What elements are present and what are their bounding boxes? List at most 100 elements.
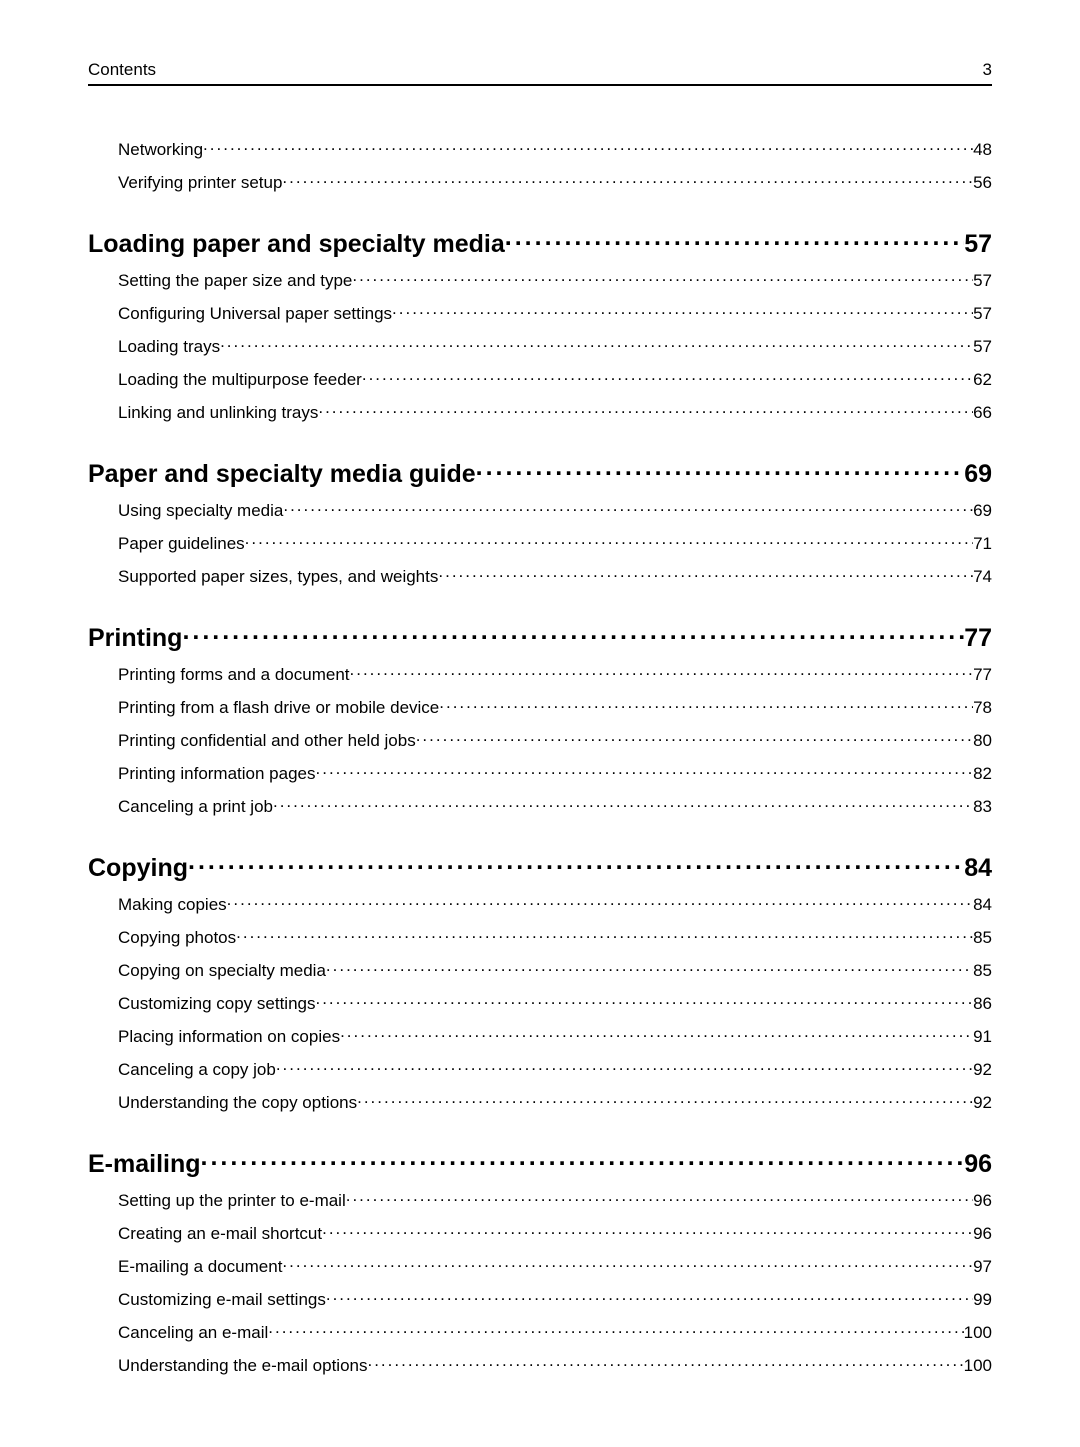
header-title: Contents <box>88 60 156 80</box>
toc-section-page: 96 <box>964 1150 992 1179</box>
toc-sub-page: 69 <box>973 501 992 521</box>
toc-sub-page: 100 <box>964 1356 992 1376</box>
toc-dot-leader <box>201 1147 965 1172</box>
toc-dot-leader <box>392 302 973 319</box>
toc-sub-page: 74 <box>973 567 992 587</box>
toc-sub-label: Placing information on copies <box>118 1027 340 1047</box>
toc-dot-leader <box>352 269 973 286</box>
toc-sub-entry: Copying on specialty media85 <box>118 959 992 981</box>
toc-sub-label: Loading the multipurpose feeder <box>118 370 362 390</box>
toc-sub-page: 92 <box>973 1093 992 1113</box>
toc-sub-entry: Verifying printer setup 56 <box>118 171 992 193</box>
toc-sub-entry: Loading trays57 <box>118 335 992 357</box>
toc-dot-leader <box>438 565 973 582</box>
toc-dot-leader <box>203 138 973 155</box>
toc-sub-entry: Loading the multipurpose feeder62 <box>118 368 992 390</box>
toc-section-heading: Copying 84 <box>88 851 992 883</box>
toc-sub-label: E-mailing a document <box>118 1257 282 1277</box>
toc-sub-entry: Paper guidelines 71 <box>118 532 992 554</box>
toc-sub-entry: Customizing e-mail settings99 <box>118 1288 992 1310</box>
toc-sub-entry: Canceling an e-mail 100 <box>118 1321 992 1343</box>
toc-section-title: Printing <box>88 624 182 653</box>
toc-sub-label: Printing from a flash drive or mobile de… <box>118 698 439 718</box>
toc-sub-label: Customizing e-mail settings <box>118 1290 326 1310</box>
toc-sub-label: Copying on specialty media <box>118 961 326 981</box>
toc-sub-page: 84 <box>973 895 992 915</box>
toc-sub-label: Setting up the printer to e-mail <box>118 1191 346 1211</box>
toc-dot-leader <box>282 171 973 188</box>
toc-sub-page: 78 <box>973 698 992 718</box>
toc-sub-label: Canceling an e-mail <box>118 1323 268 1343</box>
toc-section-page: 57 <box>964 230 992 259</box>
toc-sub-page: 85 <box>973 928 992 948</box>
toc-sub-label: Paper guidelines <box>118 534 245 554</box>
toc-sub-label: Making copies <box>118 895 227 915</box>
toc-sub-label: Verifying printer setup <box>118 173 282 193</box>
toc-section-title: Loading paper and specialty media <box>88 230 505 259</box>
toc-sub-page: 97 <box>973 1257 992 1277</box>
toc-sub-page: 96 <box>973 1191 992 1211</box>
toc-sub-label: Canceling a copy job <box>118 1060 276 1080</box>
toc-sub-entry: Networking48 <box>118 138 992 160</box>
toc-sub-page: 100 <box>964 1323 992 1343</box>
toc-section-title: E-mailing <box>88 1150 201 1179</box>
toc-section-heading: Loading paper and specialty media 57 <box>88 227 992 259</box>
toc-sub-page: 71 <box>973 534 992 554</box>
toc-dot-leader <box>236 926 973 943</box>
toc-sub-page: 77 <box>973 665 992 685</box>
toc-sub-label: Copying photos <box>118 928 236 948</box>
toc-sub-entry: Setting the paper size and type57 <box>118 269 992 291</box>
toc-sub-page: 83 <box>973 797 992 817</box>
toc-sub-label: Linking and unlinking trays <box>118 403 318 423</box>
toc-sub-page: 56 <box>973 173 992 193</box>
toc-dot-leader <box>439 696 973 713</box>
toc-dot-leader <box>276 1058 973 1075</box>
toc-dot-leader <box>367 1354 963 1371</box>
toc-dot-leader <box>326 959 973 976</box>
toc-sub-label: Using specialty media <box>118 501 283 521</box>
toc-dot-leader <box>188 851 964 876</box>
toc-sub-label: Customizing copy settings <box>118 994 315 1014</box>
toc-sub-entry: Copying photos 85 <box>118 926 992 948</box>
toc-sub-entry: Making copies 84 <box>118 893 992 915</box>
table-of-contents: Networking48 Verifying printer setup 56 Loa… <box>88 138 992 1376</box>
toc-dot-leader <box>416 729 973 746</box>
toc-sub-label: Printing confidential and other held job… <box>118 731 416 751</box>
toc-section-page: 77 <box>964 624 992 653</box>
toc-sub-page: 92 <box>973 1060 992 1080</box>
toc-sub-entry: Understanding the e-mail options 100 <box>118 1354 992 1376</box>
toc-dot-leader <box>283 499 973 516</box>
toc-dot-leader <box>322 1222 973 1239</box>
toc-sub-label: Canceling a print job <box>118 797 273 817</box>
toc-sub-page: 57 <box>973 337 992 357</box>
toc-section-page: 84 <box>964 854 992 883</box>
toc-sub-entry: Configuring Universal paper settings57 <box>118 302 992 324</box>
toc-section-page: 69 <box>964 460 992 489</box>
toc-sub-label: Supported paper sizes, types, and weight… <box>118 567 438 587</box>
toc-sub-page: 57 <box>973 304 992 324</box>
toc-sub-entry: Placing information on copies 91 <box>118 1025 992 1047</box>
toc-sub-entry: Creating an e-mail shortcut 96 <box>118 1222 992 1244</box>
toc-sub-entry: Understanding the copy options92 <box>118 1091 992 1113</box>
toc-sub-page: 86 <box>973 994 992 1014</box>
toc-dot-leader <box>245 532 973 549</box>
toc-sub-label: Printing information pages <box>118 764 316 784</box>
toc-dot-leader <box>316 762 974 779</box>
toc-section-title: Copying <box>88 854 188 883</box>
toc-section-title: Paper and specialty media guide <box>88 460 476 489</box>
toc-sub-label: Creating an e-mail shortcut <box>118 1224 322 1244</box>
toc-dot-leader <box>326 1288 973 1305</box>
toc-sub-page: 91 <box>973 1027 992 1047</box>
toc-sub-entry: Using specialty media 69 <box>118 499 992 521</box>
toc-sub-entry: Customizing copy settings 86 <box>118 992 992 1014</box>
toc-sub-entry: Printing from a flash drive or mobile de… <box>118 696 992 718</box>
toc-sub-label: Understanding the e-mail options <box>118 1356 367 1376</box>
toc-dot-leader <box>476 457 965 482</box>
toc-sub-page: 96 <box>973 1224 992 1244</box>
toc-sub-page: 57 <box>973 271 992 291</box>
toc-dot-leader <box>282 1255 973 1272</box>
toc-dot-leader <box>268 1321 963 1338</box>
toc-dot-leader <box>357 1091 973 1108</box>
toc-sub-entry: Canceling a print job 83 <box>118 795 992 817</box>
toc-dot-leader <box>315 992 973 1009</box>
